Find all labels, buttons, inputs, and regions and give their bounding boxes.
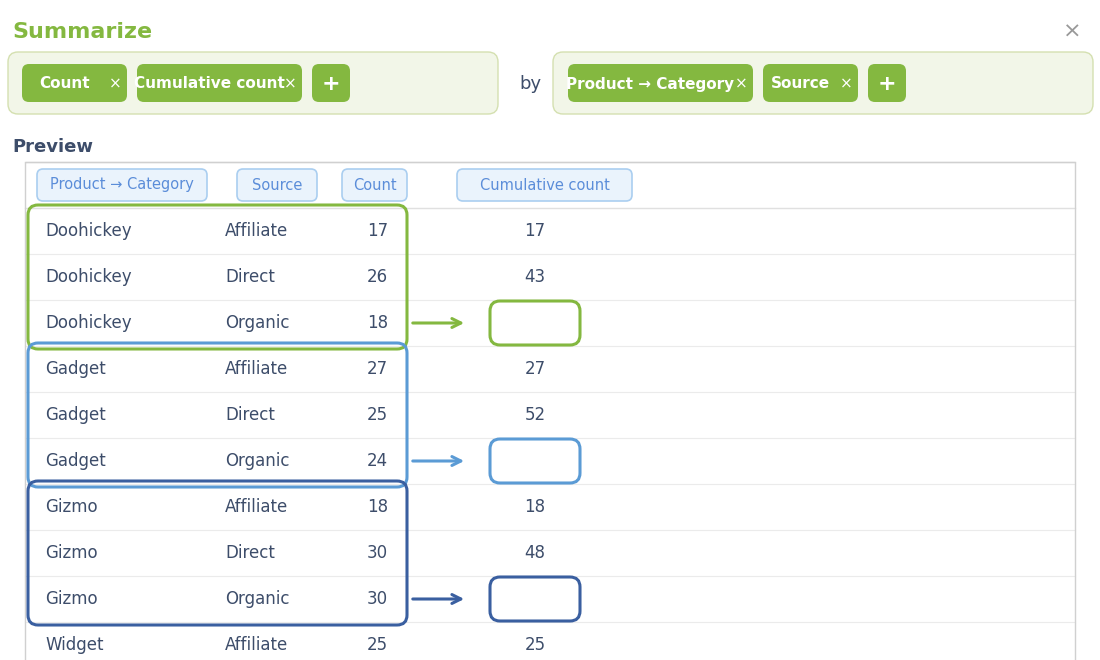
Text: Source: Source [252,178,302,193]
Text: Summarize: Summarize [12,22,152,42]
Text: 17: 17 [367,222,388,240]
Text: Doohickey: Doohickey [45,222,132,240]
Text: Source: Source [771,77,830,92]
FancyBboxPatch shape [868,64,906,102]
Text: 18: 18 [525,498,546,516]
Text: ×: × [284,77,296,92]
Text: Cumulative count: Cumulative count [134,77,285,92]
Text: Direct: Direct [226,544,275,562]
Text: Cumulative count: Cumulative count [480,178,609,193]
Text: 61: 61 [525,314,546,332]
Text: 18: 18 [367,314,388,332]
FancyBboxPatch shape [312,64,350,102]
FancyBboxPatch shape [490,301,580,345]
Text: ×: × [1064,22,1082,42]
Text: Affiliate: Affiliate [226,222,288,240]
Text: Organic: Organic [226,314,289,332]
FancyBboxPatch shape [8,52,498,114]
FancyBboxPatch shape [763,64,858,102]
FancyBboxPatch shape [456,169,632,201]
Text: 52: 52 [525,406,546,424]
FancyBboxPatch shape [236,169,317,201]
Text: 25: 25 [367,406,388,424]
Text: Product → Category: Product → Category [51,178,194,193]
Text: ×: × [839,77,853,92]
Text: +: + [321,74,340,94]
Text: Gadget: Gadget [45,452,106,470]
Text: 27: 27 [525,360,546,378]
FancyBboxPatch shape [490,439,580,483]
Text: Gizmo: Gizmo [45,590,98,608]
Text: Widget: Widget [45,636,103,654]
FancyBboxPatch shape [568,64,754,102]
Text: Direct: Direct [226,268,275,286]
Text: Product → Category: Product → Category [566,77,735,92]
FancyBboxPatch shape [22,64,126,102]
Text: 78: 78 [525,590,546,608]
Text: +: + [878,74,896,94]
Text: Gizmo: Gizmo [45,498,98,516]
Text: 43: 43 [525,268,546,286]
Text: Preview: Preview [12,138,94,156]
Text: 30: 30 [367,590,388,608]
Text: Gadget: Gadget [45,360,106,378]
Text: Affiliate: Affiliate [226,360,288,378]
Text: 25: 25 [367,636,388,654]
Text: 30: 30 [367,544,388,562]
Text: Organic: Organic [226,590,289,608]
Text: 48: 48 [525,544,546,562]
Text: 26: 26 [367,268,388,286]
Text: 27: 27 [367,360,388,378]
Text: Doohickey: Doohickey [45,268,132,286]
Text: Direct: Direct [226,406,275,424]
FancyBboxPatch shape [553,52,1093,114]
Text: 24: 24 [367,452,388,470]
Text: Affiliate: Affiliate [226,636,288,654]
FancyBboxPatch shape [490,577,580,621]
Text: 76: 76 [525,452,546,470]
Text: Organic: Organic [226,452,289,470]
Text: ×: × [735,77,747,92]
Text: Count: Count [40,77,90,92]
Text: 18: 18 [367,498,388,516]
Text: Affiliate: Affiliate [226,498,288,516]
Text: 25: 25 [525,636,546,654]
FancyBboxPatch shape [342,169,407,201]
Text: Doohickey: Doohickey [45,314,132,332]
FancyBboxPatch shape [138,64,302,102]
FancyBboxPatch shape [37,169,207,201]
Text: by: by [519,75,541,93]
Text: Gadget: Gadget [45,406,106,424]
Text: Gizmo: Gizmo [45,544,98,562]
Text: ×: × [109,77,121,92]
Text: 17: 17 [525,222,546,240]
Text: Count: Count [353,178,396,193]
